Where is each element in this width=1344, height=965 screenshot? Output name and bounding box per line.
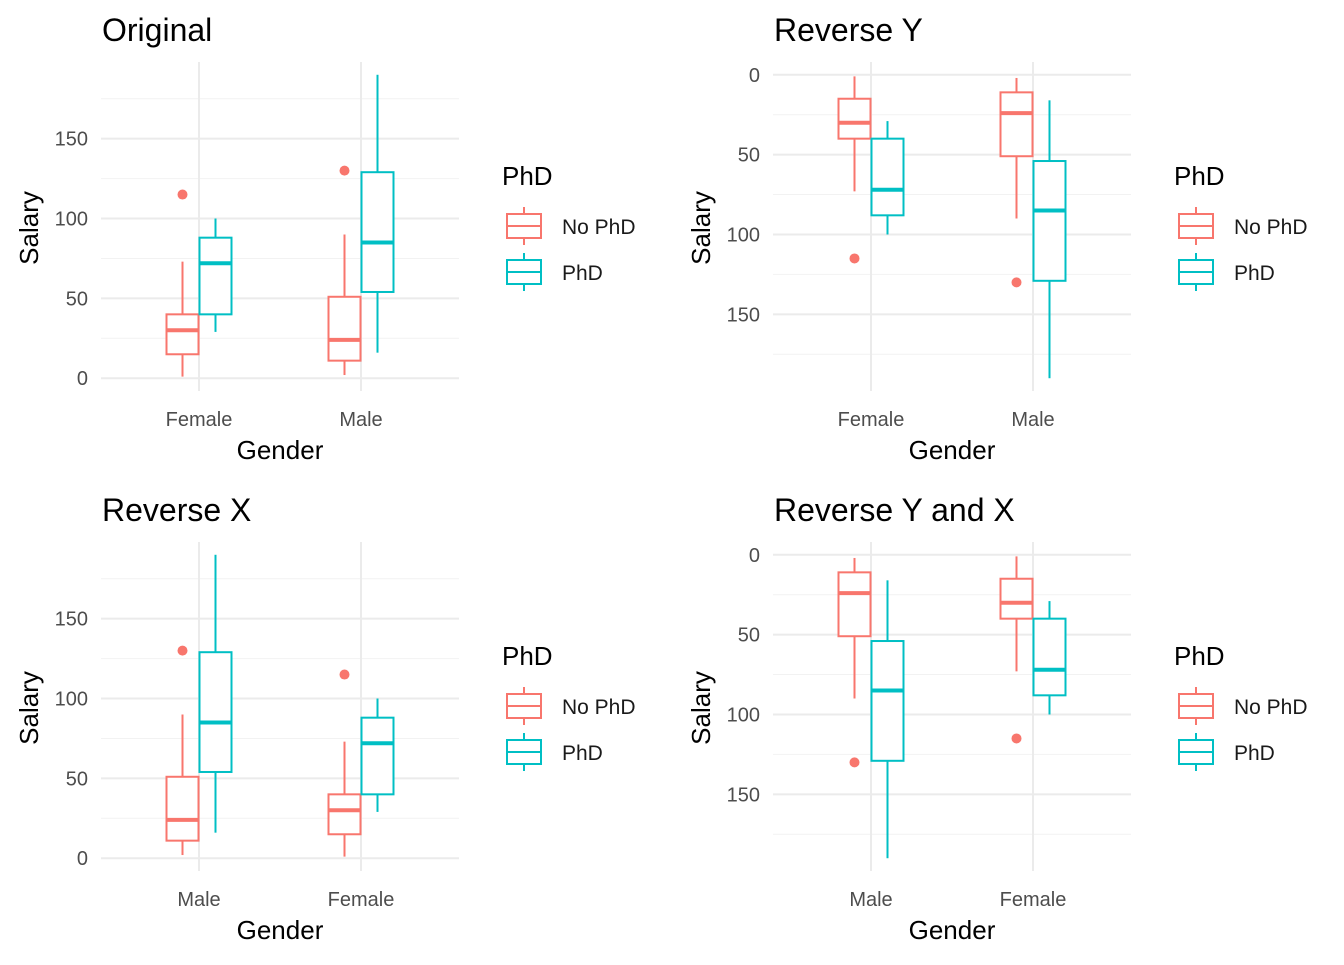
outlier-point xyxy=(849,757,860,768)
y-axis-title: Salary xyxy=(686,671,716,745)
box xyxy=(198,651,233,773)
y-tick-label: 50 xyxy=(66,288,88,310)
box xyxy=(360,171,395,293)
legend-title: PhD xyxy=(502,641,553,671)
legend-title: PhD xyxy=(1174,161,1225,191)
x-tick-label: Male xyxy=(1011,409,1054,431)
y-tick-label: 0 xyxy=(77,848,88,870)
x-tick-label: Female xyxy=(838,409,905,431)
legend-label: No PhD xyxy=(562,216,636,239)
y-tick-label: 0 xyxy=(749,545,760,567)
outlier-point xyxy=(177,189,188,200)
panel-2: 0 50 100 150 Female Male Reverse Y Gender Salary… xyxy=(686,12,1308,465)
panel-3: 0 50 100 150 Male Female Reverse X Gender Salary… xyxy=(14,492,636,945)
panel-title: Reverse Y xyxy=(774,12,923,48)
box xyxy=(198,236,233,316)
panel-title: Reverse X xyxy=(102,492,251,528)
panel-4: 0 50 100 150 Male Female Reverse Y and X Gender… xyxy=(686,492,1308,945)
y-tick-label: 50 xyxy=(738,145,760,167)
y-tick-label: 150 xyxy=(55,129,88,151)
box xyxy=(837,97,872,140)
series-no-phd xyxy=(165,165,362,377)
box xyxy=(165,775,200,842)
legend-label: No PhD xyxy=(1234,696,1308,719)
legend-label: PhD xyxy=(1234,262,1275,285)
x-tick-label: Male xyxy=(177,889,220,911)
legend: PhD No PhD PhD xyxy=(502,161,636,291)
box xyxy=(1032,160,1067,282)
legend-label: No PhD xyxy=(1234,216,1308,239)
legend-label: PhD xyxy=(1234,742,1275,765)
legend: PhD No PhD PhD xyxy=(1174,641,1308,771)
y-tick-label: 100 xyxy=(55,689,88,711)
panel-title: Reverse Y and X xyxy=(774,492,1015,528)
y-axis-title: Salary xyxy=(14,191,44,265)
legend: PhD No PhD PhD xyxy=(502,641,636,771)
outlier-point xyxy=(339,165,350,176)
box xyxy=(870,137,905,217)
y-tick-label: 150 xyxy=(55,609,88,631)
legend-label: No PhD xyxy=(562,696,636,719)
outlier-point xyxy=(849,253,860,264)
series-phd xyxy=(198,74,395,353)
box xyxy=(837,571,872,638)
outlier-point xyxy=(1011,733,1022,744)
y-tick-label: 0 xyxy=(77,368,88,390)
x-tick-label: Female xyxy=(166,409,233,431)
x-axis-title: Gender xyxy=(237,915,324,945)
x-tick-label: Female xyxy=(1000,889,1067,911)
box xyxy=(327,295,362,362)
x-axis-title: Gender xyxy=(909,915,996,945)
legend-label: PhD xyxy=(562,262,603,285)
y-tick-label: 150 xyxy=(727,304,760,326)
box xyxy=(1032,617,1067,697)
y-axis-title: Salary xyxy=(14,671,44,745)
series-phd xyxy=(870,100,1067,379)
box xyxy=(165,313,200,356)
series-no-phd xyxy=(837,76,1034,288)
x-axis-title: Gender xyxy=(237,435,324,465)
box xyxy=(327,793,362,836)
y-tick-label: 0 xyxy=(749,65,760,87)
y-tick-label: 150 xyxy=(727,784,760,806)
legend-title: PhD xyxy=(502,161,553,191)
x-tick-label: Male xyxy=(339,409,382,431)
legend-title: PhD xyxy=(1174,641,1225,671)
y-tick-label: 100 xyxy=(727,224,760,246)
y-tick-label: 100 xyxy=(727,704,760,726)
series-phd xyxy=(198,554,395,833)
box xyxy=(999,577,1034,620)
box xyxy=(999,91,1034,158)
series-no-phd xyxy=(165,645,362,857)
outlier-point xyxy=(339,669,350,680)
y-axis-title: Salary xyxy=(686,191,716,265)
series-phd xyxy=(870,580,1067,859)
legend: PhD No PhD PhD xyxy=(1174,161,1308,291)
y-tick-label: 50 xyxy=(738,625,760,647)
outlier-point xyxy=(177,645,188,656)
panel-title: Original xyxy=(102,12,212,48)
x-tick-label: Male xyxy=(849,889,892,911)
panel-1: 0 50 100 150 Female Male Original Gender Salary P… xyxy=(14,12,636,465)
outlier-point xyxy=(1011,277,1022,288)
x-axis-title: Gender xyxy=(909,435,996,465)
series-no-phd xyxy=(837,556,1034,768)
box xyxy=(870,640,905,762)
box xyxy=(360,716,395,796)
y-tick-label: 50 xyxy=(66,768,88,790)
x-tick-label: Female xyxy=(328,889,395,911)
legend-label: PhD xyxy=(562,742,603,765)
y-tick-label: 100 xyxy=(55,209,88,231)
